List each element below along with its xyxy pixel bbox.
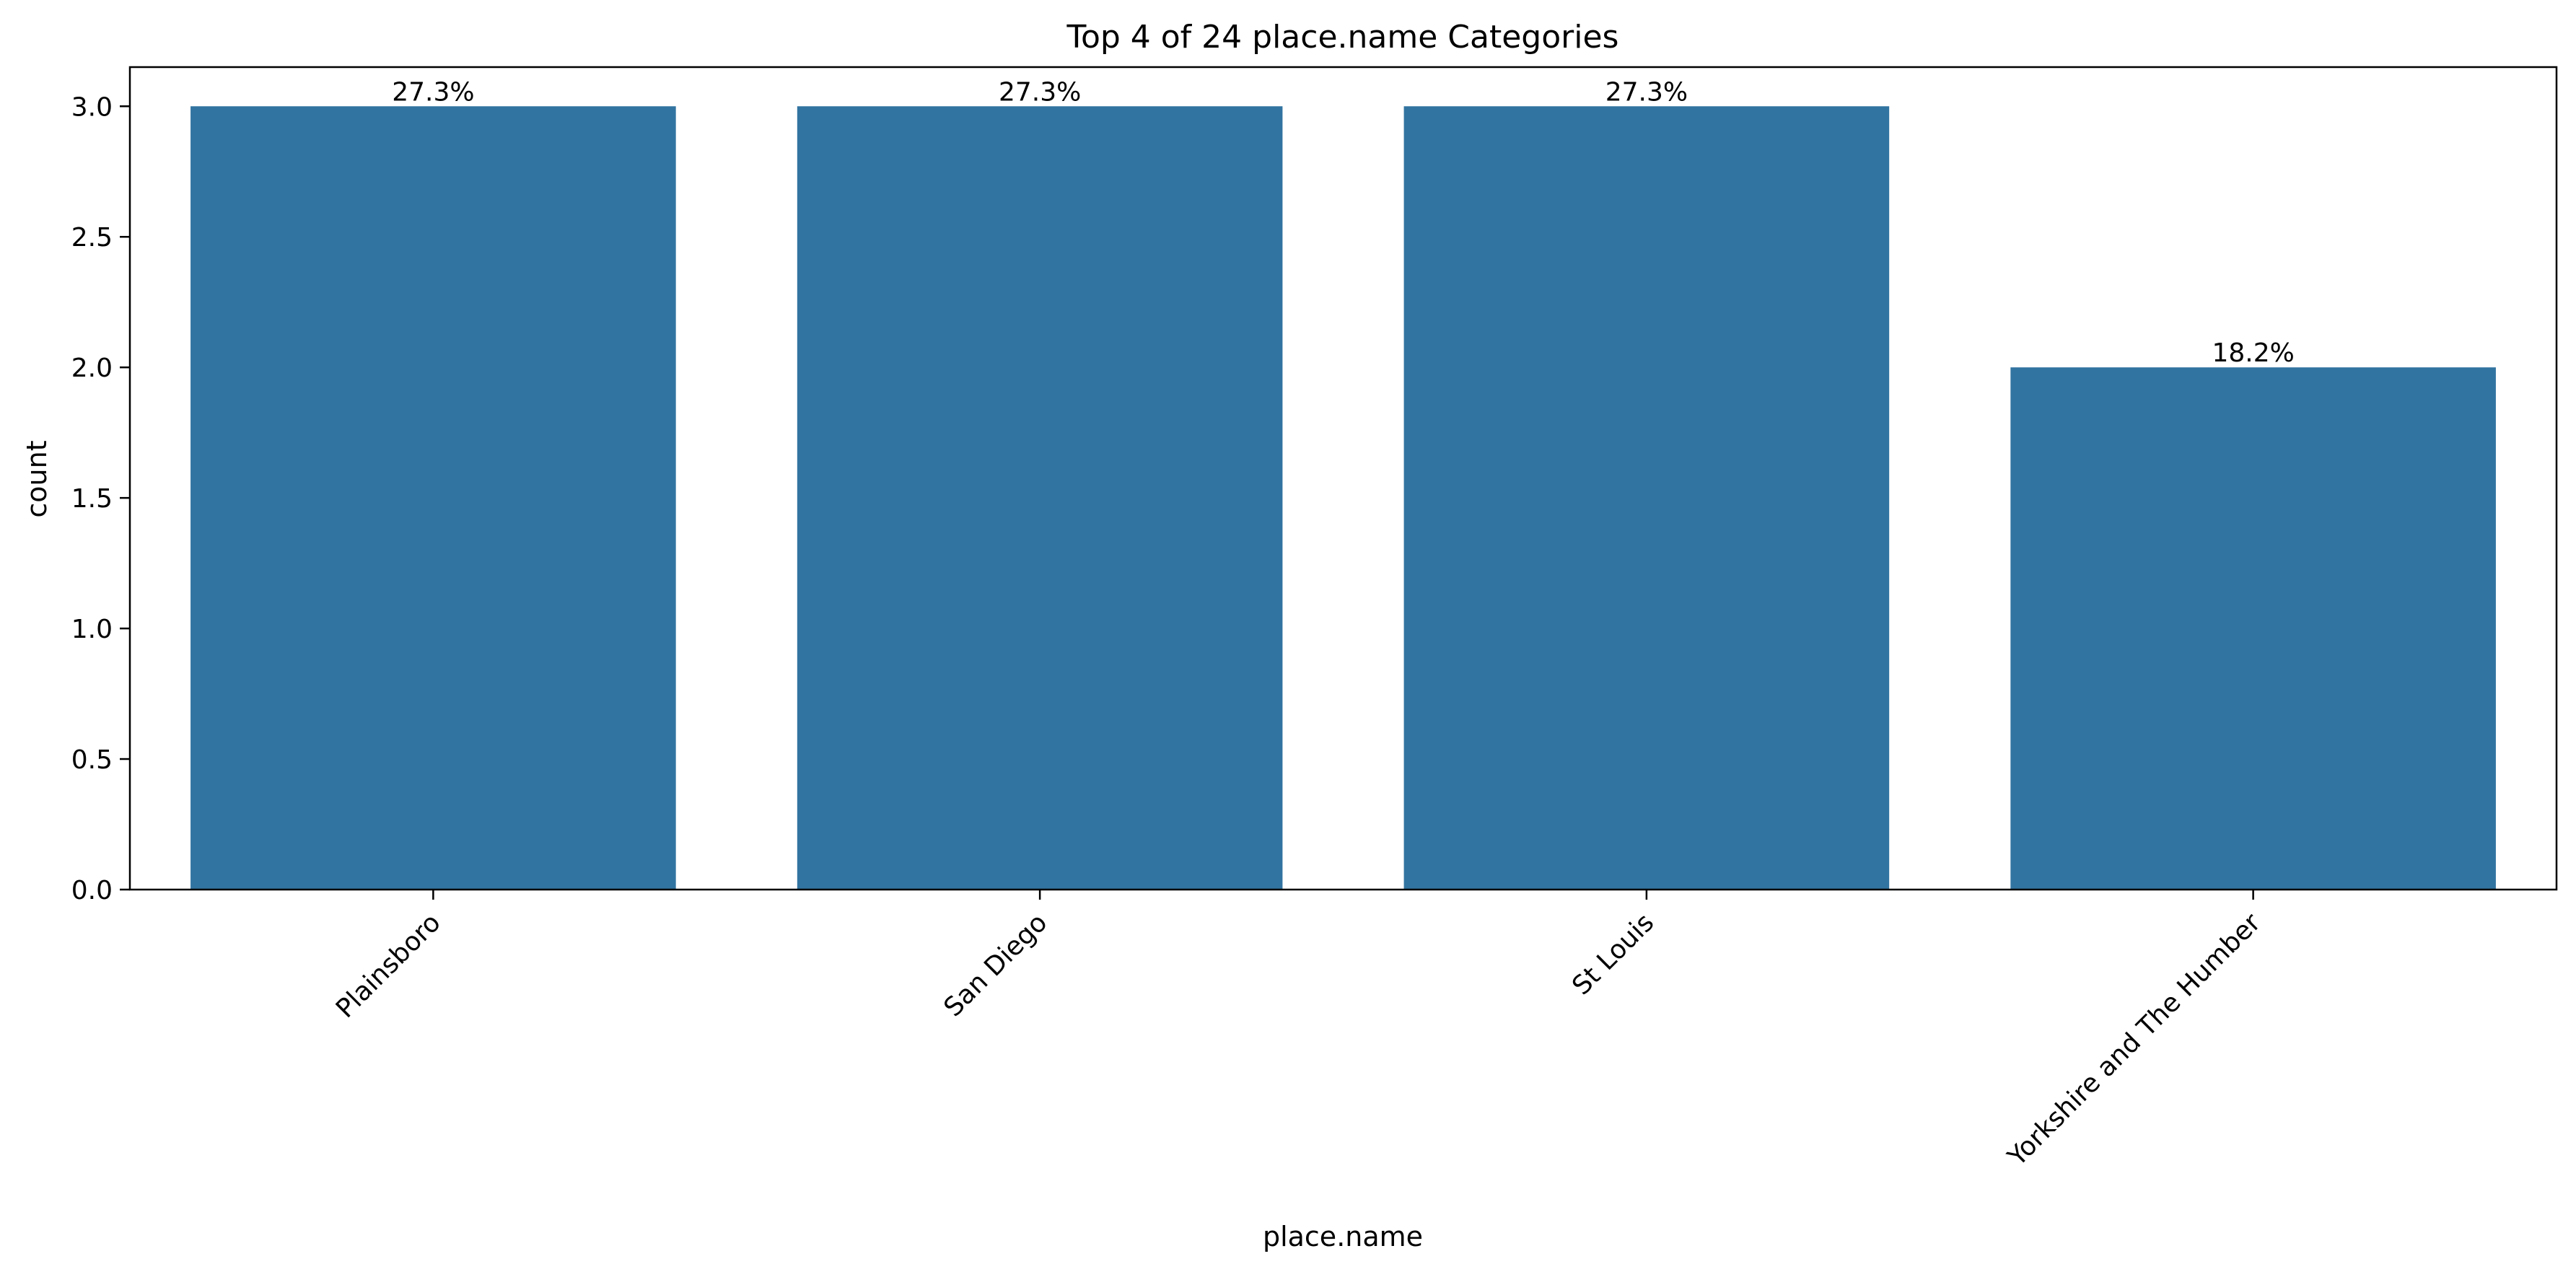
y-tick-label: 1.5 <box>71 484 113 514</box>
y-axis-label: count <box>21 440 53 517</box>
plot-frame <box>128 66 2558 891</box>
bar <box>190 106 676 890</box>
y-tick-label: 2.0 <box>71 354 113 383</box>
x-tick-label: Yorkshire and The Humber <box>2002 908 2266 1172</box>
y-axis: 0.0 0.5 1.0 1.5 2.0 2.5 3.0 <box>71 92 130 905</box>
y-tick-label: 0.5 <box>71 745 113 775</box>
bar-value-label: 18.2% <box>2212 338 2294 368</box>
bar <box>797 106 1283 890</box>
x-axis: Plainsboro San Diego St Louis Yorkshire and… <box>330 890 2266 1172</box>
x-axis-label: place.name <box>1263 1221 1423 1252</box>
bar <box>1403 106 1890 890</box>
y-tick-label: 0.0 <box>71 876 113 905</box>
bars-group <box>190 106 2496 890</box>
chart-title: Top 4 of 24 place.name Categories <box>1066 19 1619 56</box>
x-tick-label: Plainsboro <box>330 908 447 1024</box>
y-tick-label: 1.0 <box>71 615 113 644</box>
bar-labels-group: 27.3% 27.3% 27.3% 18.2% <box>392 77 2295 368</box>
x-tick-label: St Louis <box>1567 908 1660 1001</box>
bar-value-label: 27.3% <box>1605 77 1688 107</box>
bar-value-label: 27.3% <box>999 77 1081 107</box>
bar <box>2010 367 2496 890</box>
y-tick-label: 3.0 <box>71 92 113 122</box>
y-tick-label: 2.5 <box>71 223 113 253</box>
bar-value-label: 27.3% <box>392 77 474 107</box>
x-tick-label: San Diego <box>938 908 1053 1022</box>
